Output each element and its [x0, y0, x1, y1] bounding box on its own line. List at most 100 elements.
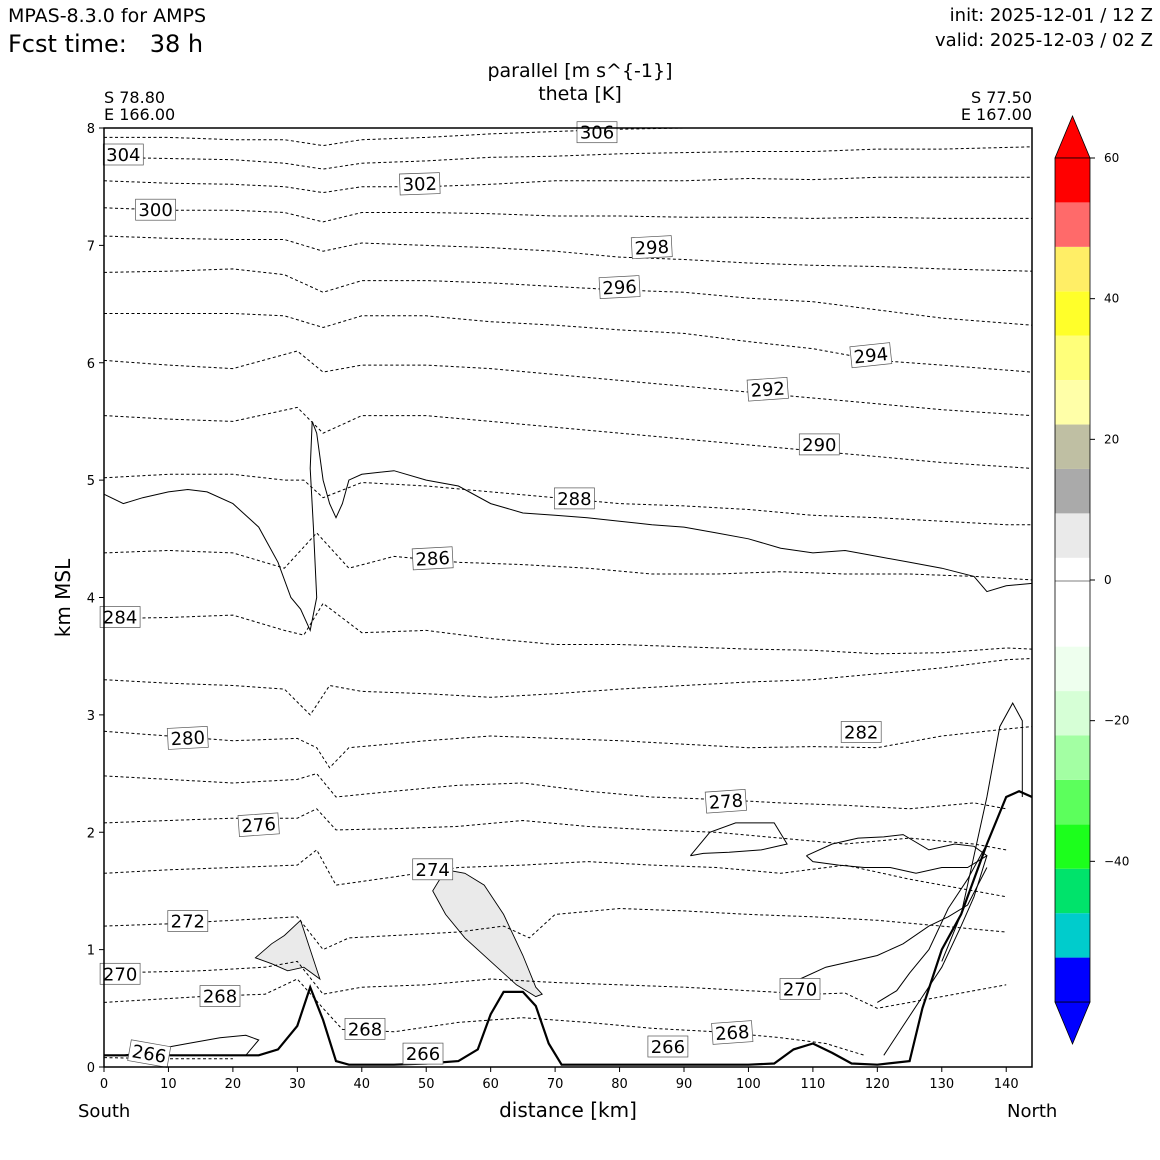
colorbar-under-triangle: [1054, 1001, 1091, 1046]
colorbar-over-triangle: [1054, 114, 1091, 159]
theta-label-box: [647, 1035, 689, 1058]
x-tick-label: 50: [418, 1077, 435, 1092]
theta-label-box: [411, 546, 454, 571]
x-tick-label: 80: [611, 1077, 628, 1092]
colorbar-band: [1055, 468, 1090, 514]
isentrope-298: [104, 235, 1032, 272]
isentrope-280: [104, 726, 1032, 769]
isentrope-286: [104, 532, 1032, 581]
north-slope-zero-contour: [941, 702, 1023, 962]
theta-label: 280: [166, 726, 209, 750]
colorbar-band: [1055, 957, 1090, 1002]
right-endpoint-lat: S 77.50: [970, 88, 1032, 107]
colorbar-band: [1055, 602, 1090, 647]
y-tick-label: 0: [87, 1061, 95, 1076]
colorbar-band: [1055, 513, 1090, 558]
theta-label-text: 268: [714, 1022, 750, 1045]
colorbar: 60 40 20 0 −20 −40: [1054, 114, 1129, 1046]
theta-label: 266: [127, 1039, 172, 1068]
y-tick-label: 1: [87, 944, 95, 959]
theta-label: 268: [711, 1020, 754, 1045]
theta-label-box: [237, 812, 280, 837]
theta-label-text: 282: [844, 723, 878, 744]
theta-label-box: [135, 198, 176, 221]
theta-label-text: 266: [651, 1037, 685, 1058]
theta-label-text: 284: [103, 608, 137, 629]
axes: 0 10 20 30 40 50 60 70 80 90 100 110 120 130 140 0 1 2 3 4 5…: [87, 122, 1033, 1092]
isentrope-302: [104, 176, 1032, 194]
isentrope-306: [104, 128, 749, 147]
colorbar-tick-label: −20: [1104, 714, 1129, 728]
theta-label: 294: [849, 342, 893, 368]
theta-label: 276: [237, 812, 280, 837]
colorbar-band: [1055, 158, 1090, 203]
theta-label: 290: [798, 433, 840, 456]
mid-lowlevel-closed: [690, 822, 788, 857]
x-tick-label: 90: [676, 1077, 693, 1092]
x-tick-label: 130: [929, 1077, 954, 1092]
forecast-time-label: Fcst time:: [8, 30, 127, 58]
isentrope-292: [104, 350, 1032, 417]
theta-label-box: [127, 1039, 172, 1068]
theta-label: 302: [399, 172, 441, 196]
theta-label-box: [598, 275, 641, 300]
theta-label-box: [576, 121, 618, 144]
terrain-line: [104, 789, 1032, 1066]
isentrope-270: [104, 960, 1007, 1009]
north-slope-mid-contour: [877, 843, 988, 1003]
isentrope-278: [104, 773, 1007, 810]
theta-label-text: 270: [103, 964, 137, 985]
theta-label-box: [554, 487, 595, 510]
north-slope-inner-contour: [883, 855, 988, 1056]
theta-label-text: 298: [634, 237, 669, 260]
isentrope-290: [104, 406, 1032, 469]
theta-label-box: [630, 235, 673, 260]
theta-label-text: 276: [241, 814, 277, 837]
colorbar-tick-label: 20: [1104, 432, 1119, 446]
direction-south: South: [78, 1101, 131, 1122]
colorbar-band: [1055, 335, 1090, 381]
isentrope-296: [104, 268, 1032, 326]
colorbar-tick-label: 0: [1104, 573, 1112, 587]
theta-label: 282: [840, 721, 882, 744]
colorbar-band: [1055, 824, 1090, 869]
isentrope-300: [104, 207, 1032, 223]
x-axis-label: distance [km]: [499, 1098, 637, 1122]
x-tick-label: 10: [160, 1077, 177, 1092]
north-lowlevel-closed: [806, 834, 988, 874]
theta-label-text: 300: [138, 200, 172, 221]
theta-label-text: 270: [783, 980, 817, 1001]
direction-north: North: [1007, 1101, 1058, 1122]
chart-title-wind: parallel [m s^{-1}]: [487, 60, 673, 82]
right-endpoint-lon: E 167.00: [960, 105, 1032, 124]
theta-label-box: [344, 1018, 386, 1040]
x-tick-label: 100: [736, 1077, 761, 1092]
theta-label-text: 286: [415, 548, 450, 571]
y-tick-label: 7: [87, 239, 95, 254]
theta-label-text: 266: [130, 1041, 167, 1068]
theta-label-box: [99, 606, 141, 628]
theta-label: 286: [411, 546, 454, 571]
theta-label: 268: [344, 1018, 386, 1040]
theta-label-text: 274: [416, 860, 450, 881]
theta-label: 266: [402, 1042, 444, 1065]
shaded-regions: [254, 869, 543, 998]
plot-frame: [103, 127, 1033, 1068]
x-tick-label: 110: [800, 1077, 825, 1092]
isentrope-266: [104, 1057, 233, 1060]
right-endpoint: S 77.50 E 167.00: [961, 89, 1032, 123]
theta-label: 292: [746, 376, 789, 402]
theta-label-text: 292: [750, 379, 786, 402]
x-tick-label: 0: [100, 1077, 108, 1092]
theta-label-box: [166, 726, 209, 750]
colorbar-band: [1055, 735, 1090, 780]
theta-label-text: 306: [580, 123, 614, 144]
valid-time: valid: 2025-12-03 / 02 Z: [935, 30, 1153, 51]
south-shaded-region: [254, 919, 321, 981]
theta-label-box: [199, 985, 241, 1007]
central-shaded-region: [432, 869, 543, 998]
x-tick-label: 40: [354, 1077, 371, 1092]
theta-label: 272: [167, 910, 209, 933]
theta-label-box: [399, 172, 441, 196]
